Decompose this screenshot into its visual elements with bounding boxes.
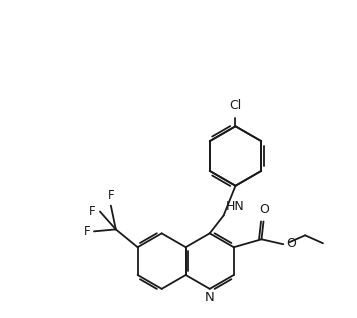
Text: F: F xyxy=(84,225,90,238)
Text: HN: HN xyxy=(226,199,244,212)
Text: Cl: Cl xyxy=(230,100,242,112)
Text: O: O xyxy=(286,237,296,250)
Text: F: F xyxy=(107,189,114,202)
Text: N: N xyxy=(205,291,215,304)
Text: F: F xyxy=(89,205,96,218)
Text: O: O xyxy=(260,203,270,216)
